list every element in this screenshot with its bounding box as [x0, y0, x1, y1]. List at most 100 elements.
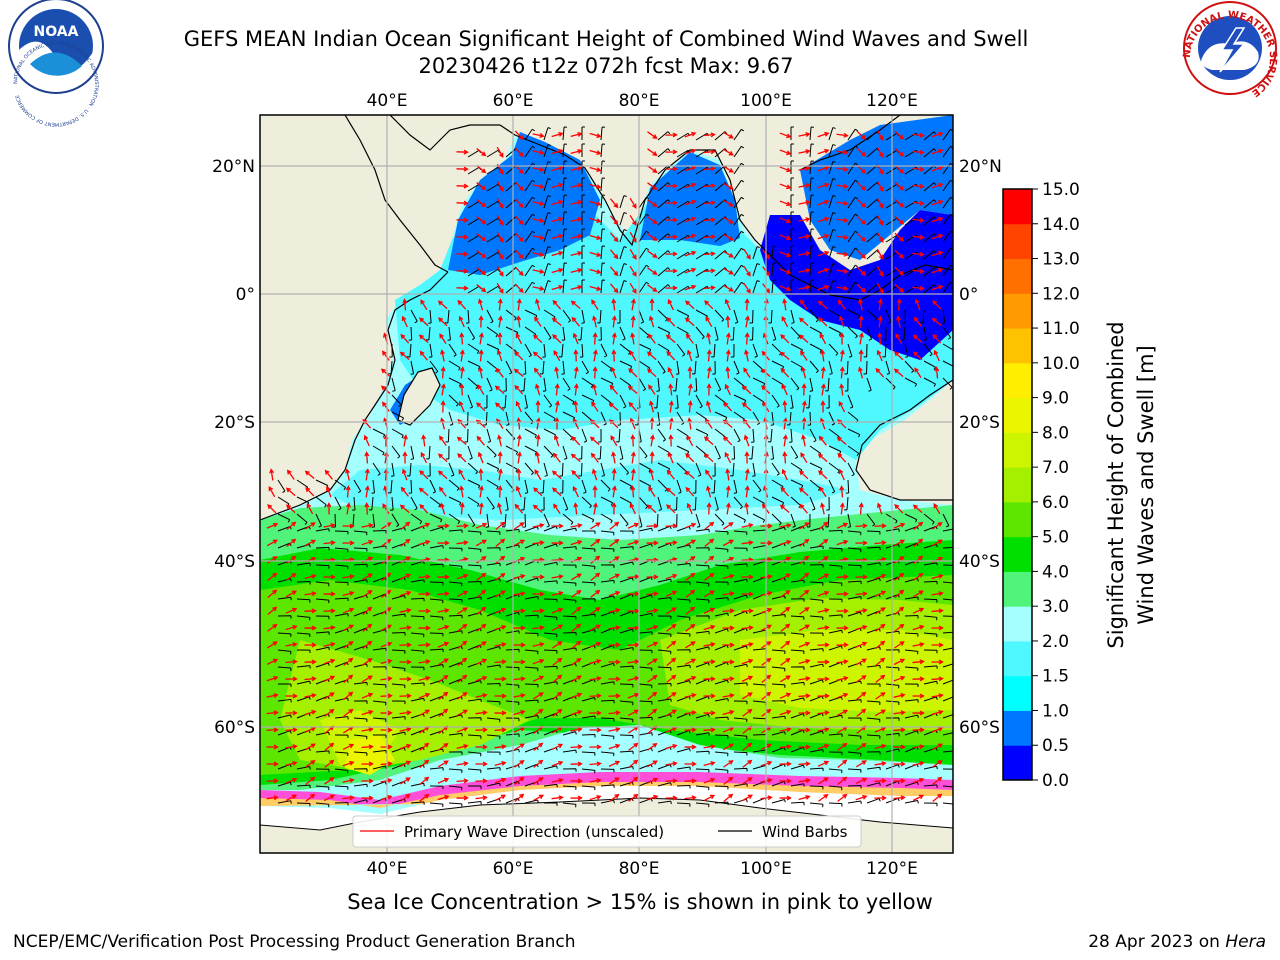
wave-direction-arrow — [475, 710, 488, 716]
wave-direction-arrow — [495, 367, 504, 378]
wave-direction-arrow — [362, 640, 373, 649]
wind-barb — [539, 360, 545, 375]
wave-direction-arrow — [704, 538, 715, 548]
wave-direction-arrow — [724, 383, 731, 396]
wave-direction-arrow — [305, 776, 316, 785]
lon-label-top-120e: 120°E — [866, 91, 918, 111]
wind-barb — [448, 360, 461, 371]
wind-barb — [429, 513, 443, 523]
wind-barb — [923, 233, 937, 243]
wind-barb — [809, 377, 814, 392]
wave-direction-arrow — [551, 523, 564, 529]
wave-direction-arrow — [684, 284, 697, 291]
wave-direction-arrow — [836, 183, 849, 189]
wind-barb — [581, 496, 592, 509]
wave-direction-arrow — [912, 234, 925, 240]
wave-direction-arrow — [573, 400, 579, 413]
nws-logo: NATIONAL WEATHER SERVICE — [1182, 1, 1278, 99]
wind-barb — [524, 128, 535, 141]
wave-direction-arrow — [364, 502, 370, 515]
wind-barb — [427, 462, 431, 477]
wind-barb — [296, 544, 311, 549]
wind-barb — [695, 662, 710, 668]
wind-barb — [695, 695, 710, 702]
colorbar-tick-label: 0.0 — [1042, 771, 1069, 791]
wind-barb — [904, 360, 915, 373]
wave-direction-arrow — [836, 625, 849, 631]
wave-direction-arrow — [741, 402, 752, 412]
wind-barb — [372, 683, 387, 688]
wave-direction-arrow — [513, 743, 525, 751]
wave-direction-arrow — [798, 794, 811, 801]
wind-barb — [657, 428, 666, 442]
wave-direction-arrow — [725, 468, 731, 481]
wind-barb — [809, 343, 822, 353]
wave-direction-arrow — [912, 217, 925, 223]
wave-direction-arrow — [476, 199, 487, 208]
wave-direction-arrow — [817, 760, 830, 767]
wave-direction-arrow — [475, 658, 488, 666]
wave-direction-arrow — [552, 674, 563, 684]
lon-label-bottom-80e: 80°E — [619, 859, 660, 879]
wave-direction-arrow — [478, 349, 484, 362]
wave-direction-arrow — [722, 608, 735, 614]
wind-barb — [353, 700, 368, 704]
wave-direction-arrow — [743, 266, 751, 277]
wave-direction-arrow — [703, 453, 714, 463]
wind-barb — [676, 664, 691, 669]
wave-direction-arrow — [799, 589, 810, 598]
wave-direction-arrow — [381, 350, 390, 361]
wave-direction-arrow — [647, 165, 658, 173]
wave-direction-arrow — [931, 131, 944, 138]
wind-barb — [771, 326, 777, 341]
wave-direction-arrow — [800, 452, 808, 464]
wind-barb — [847, 343, 853, 358]
wave-direction-arrow — [781, 315, 789, 328]
wave-direction-arrow — [684, 795, 697, 801]
wind-barb — [828, 564, 843, 570]
wind-barb — [771, 462, 780, 476]
wave-direction-arrow — [515, 485, 522, 498]
wave-direction-arrow — [342, 590, 355, 597]
wave-direction-arrow — [798, 641, 811, 648]
wave-direction-arrow — [514, 503, 524, 514]
wind-barb — [923, 326, 927, 341]
wind-barb — [790, 666, 805, 670]
wave-direction-arrow — [437, 777, 450, 784]
wave-direction-arrow — [478, 485, 484, 498]
wind-barb — [676, 544, 691, 549]
lat-label-right-20s: 20°S — [959, 413, 1000, 433]
wave-direction-arrow — [630, 485, 636, 498]
wave-direction-arrow — [458, 469, 466, 481]
wave-direction-arrow — [684, 470, 695, 480]
wind-barb — [847, 580, 862, 585]
wind-barb — [923, 343, 933, 357]
wave-direction-arrow — [687, 417, 693, 430]
wave-direction-arrow — [780, 486, 790, 497]
wave-direction-arrow — [686, 349, 693, 362]
wind-barb — [332, 513, 337, 528]
wind-barb — [524, 213, 535, 226]
wind-barb — [923, 784, 938, 788]
wave-direction-arrow — [439, 502, 446, 515]
wave-direction-arrow — [552, 334, 562, 344]
wind-barb — [809, 679, 824, 685]
wind-barb — [828, 263, 836, 277]
wind-barb — [578, 445, 583, 460]
wave-direction-arrow — [589, 676, 602, 682]
wave-direction-arrow — [836, 149, 849, 155]
wave-direction-arrow — [399, 625, 412, 631]
wind-barb — [315, 513, 322, 528]
wave-direction-arrow — [649, 434, 655, 447]
wave-direction-arrow — [932, 776, 943, 785]
wind-barb — [524, 699, 539, 704]
wind-barb — [847, 309, 861, 319]
southern-ocean-band-7m — [740, 630, 953, 712]
wave-direction-arrow — [551, 743, 564, 751]
wave-direction-arrow — [476, 556, 487, 564]
wave-direction-arrow — [514, 249, 524, 260]
wave-direction-arrow — [630, 332, 636, 345]
wave-direction-arrow — [687, 366, 693, 379]
wave-direction-arrow — [592, 315, 597, 328]
wind-barb — [543, 681, 558, 685]
